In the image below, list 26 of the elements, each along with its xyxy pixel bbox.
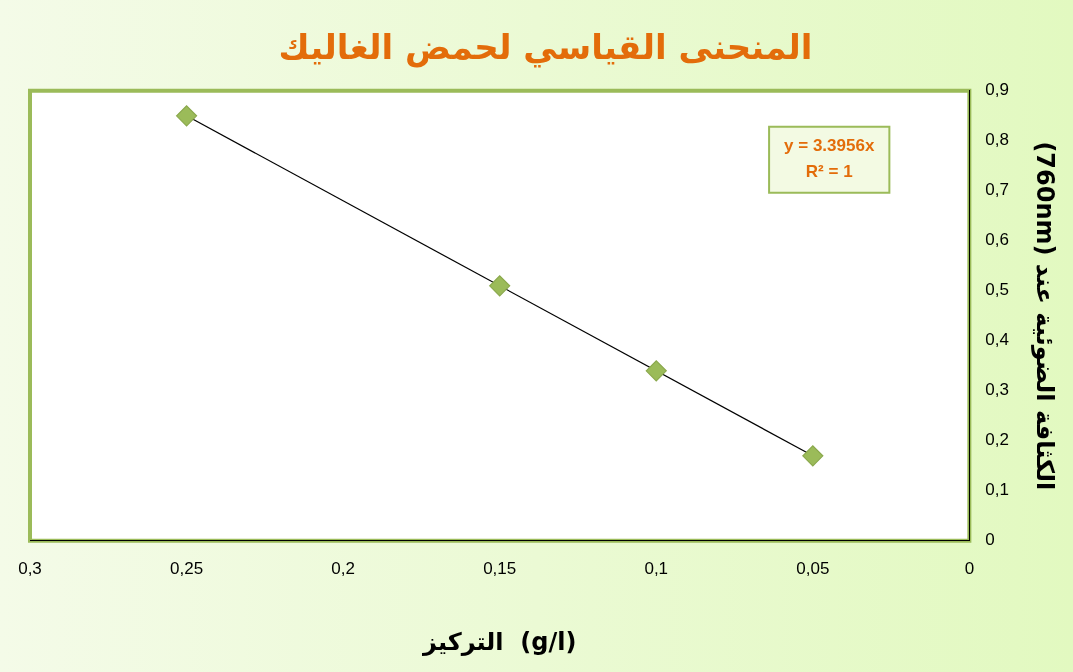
y-tick-label: 0,6 bbox=[985, 230, 1010, 250]
chart-title: المنحنى القياسي لحمض الغاليك bbox=[278, 27, 813, 69]
y-tick-label: 0 bbox=[985, 530, 995, 550]
x-tick-label: 0,1 bbox=[644, 558, 669, 578]
x-axis-title: التركيز (g/l) bbox=[421, 627, 577, 656]
x-tick-label: 0 bbox=[964, 558, 975, 578]
point bbox=[645, 360, 667, 382]
y-tick-label: 0,3 bbox=[985, 380, 1010, 400]
y-tick-label: 0,8 bbox=[985, 130, 1010, 150]
y-tick-label: 0,1 bbox=[985, 480, 1010, 500]
point bbox=[802, 445, 824, 467]
y-tick-label: 0,2 bbox=[985, 430, 1010, 450]
y-tick-label: 0,4 bbox=[985, 330, 1010, 350]
y-tick-label: 0,9 bbox=[985, 80, 1010, 100]
x-tick-label: 0,15 bbox=[483, 558, 517, 578]
x-tick-label: 0,2 bbox=[331, 558, 355, 578]
annotation: R² = 1 bbox=[805, 162, 853, 182]
point bbox=[175, 105, 198, 127]
x-tick-label: 0,3 bbox=[18, 558, 42, 578]
x-tick-label: 0,25 bbox=[170, 558, 204, 578]
annotation: y = 3.3956x bbox=[784, 136, 875, 156]
y-tick-label: 0,7 bbox=[985, 180, 1010, 200]
y-tick-label: 0,5 bbox=[985, 280, 1010, 300]
point bbox=[489, 275, 511, 297]
y-axis-title: الكثافة الضوئية عند (760nm) bbox=[1030, 141, 1059, 491]
x-tick-label: 0,05 bbox=[796, 558, 830, 578]
